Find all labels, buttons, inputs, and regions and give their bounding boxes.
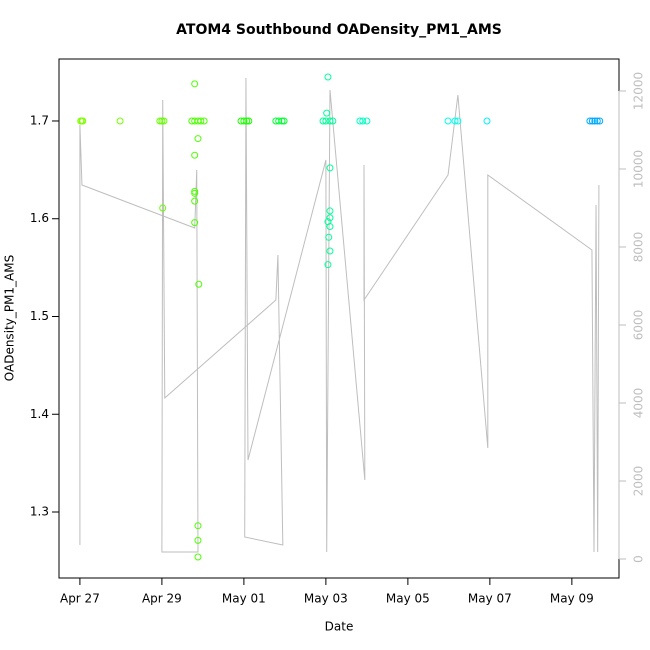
data-point (197, 117, 205, 125)
data-line (79, 77, 600, 553)
x-tick-label: May 01 (222, 592, 266, 606)
data-point (326, 214, 334, 222)
data-point (454, 117, 462, 125)
data-point (451, 117, 459, 125)
data-point (593, 117, 601, 125)
data-point (444, 117, 452, 125)
y-axis-label: OADensity_PM1_AMS (3, 255, 17, 381)
data-point (191, 187, 199, 195)
x-tick-label: Apr 27 (60, 592, 100, 606)
data-point (326, 117, 334, 125)
data-point (363, 117, 371, 125)
data-point (194, 135, 202, 143)
chart-title: ATOM4 Southbound OADensity_PM1_AMS (176, 22, 502, 38)
y-tick-label: 1.3 (30, 505, 49, 519)
data-point (191, 197, 199, 205)
x-tick-label: May 09 (550, 592, 594, 606)
data-point (191, 219, 199, 227)
data-point (325, 233, 333, 241)
y2-tick-label: 12000 (632, 72, 646, 110)
data-point (324, 261, 332, 269)
x-tick-label: May 05 (386, 592, 430, 606)
data-point (326, 164, 334, 172)
data-point (195, 280, 203, 288)
x-axis-label: Date (325, 620, 354, 634)
x-tick-label: Apr 29 (142, 592, 182, 606)
data-point (278, 117, 286, 125)
data-point (588, 117, 596, 125)
data-point (322, 117, 330, 125)
data-point (159, 204, 167, 212)
data-point (194, 536, 202, 544)
y-tick-label: 1.6 (30, 211, 49, 225)
y-tick-label: 1.7 (30, 113, 49, 127)
data-point (280, 117, 288, 125)
data-point (324, 73, 332, 81)
x-tick-label: May 07 (468, 592, 512, 606)
data-point (200, 117, 208, 125)
data-point (319, 117, 327, 125)
data-point (323, 109, 331, 117)
y2-tick-label: 2000 (632, 466, 646, 497)
data-point (326, 247, 334, 255)
data-point (483, 117, 491, 125)
y2-tick-label: 6000 (632, 310, 646, 341)
data-point (596, 117, 604, 125)
y-tick-label: 1.5 (30, 309, 49, 323)
data-point (326, 223, 334, 231)
data-point (243, 117, 251, 125)
data-point (158, 117, 166, 125)
y-tick-label: 1.4 (30, 407, 49, 421)
y2-tick-label: 10000 (632, 150, 646, 188)
data-point (191, 151, 199, 159)
y2-tick-label: 0 (632, 555, 646, 563)
plot-frame (58, 58, 620, 579)
x-tick-label: May 03 (304, 592, 348, 606)
data-point (591, 117, 599, 125)
data-point (586, 117, 594, 125)
data-point (240, 117, 248, 125)
data-point (245, 117, 253, 125)
data-point (79, 117, 87, 125)
data-point (194, 522, 202, 530)
data-point (326, 207, 334, 215)
y2-tick-label: 4000 (632, 388, 646, 419)
data-point (194, 553, 202, 561)
data-point (116, 117, 124, 125)
data-point (356, 117, 364, 125)
data-point (160, 117, 168, 125)
data-point (359, 117, 367, 125)
data-point (156, 117, 164, 125)
data-point (191, 80, 199, 88)
data-point (191, 189, 199, 197)
y2-tick-label: 8000 (632, 232, 646, 263)
data-point (275, 117, 283, 125)
data-point (329, 117, 337, 125)
